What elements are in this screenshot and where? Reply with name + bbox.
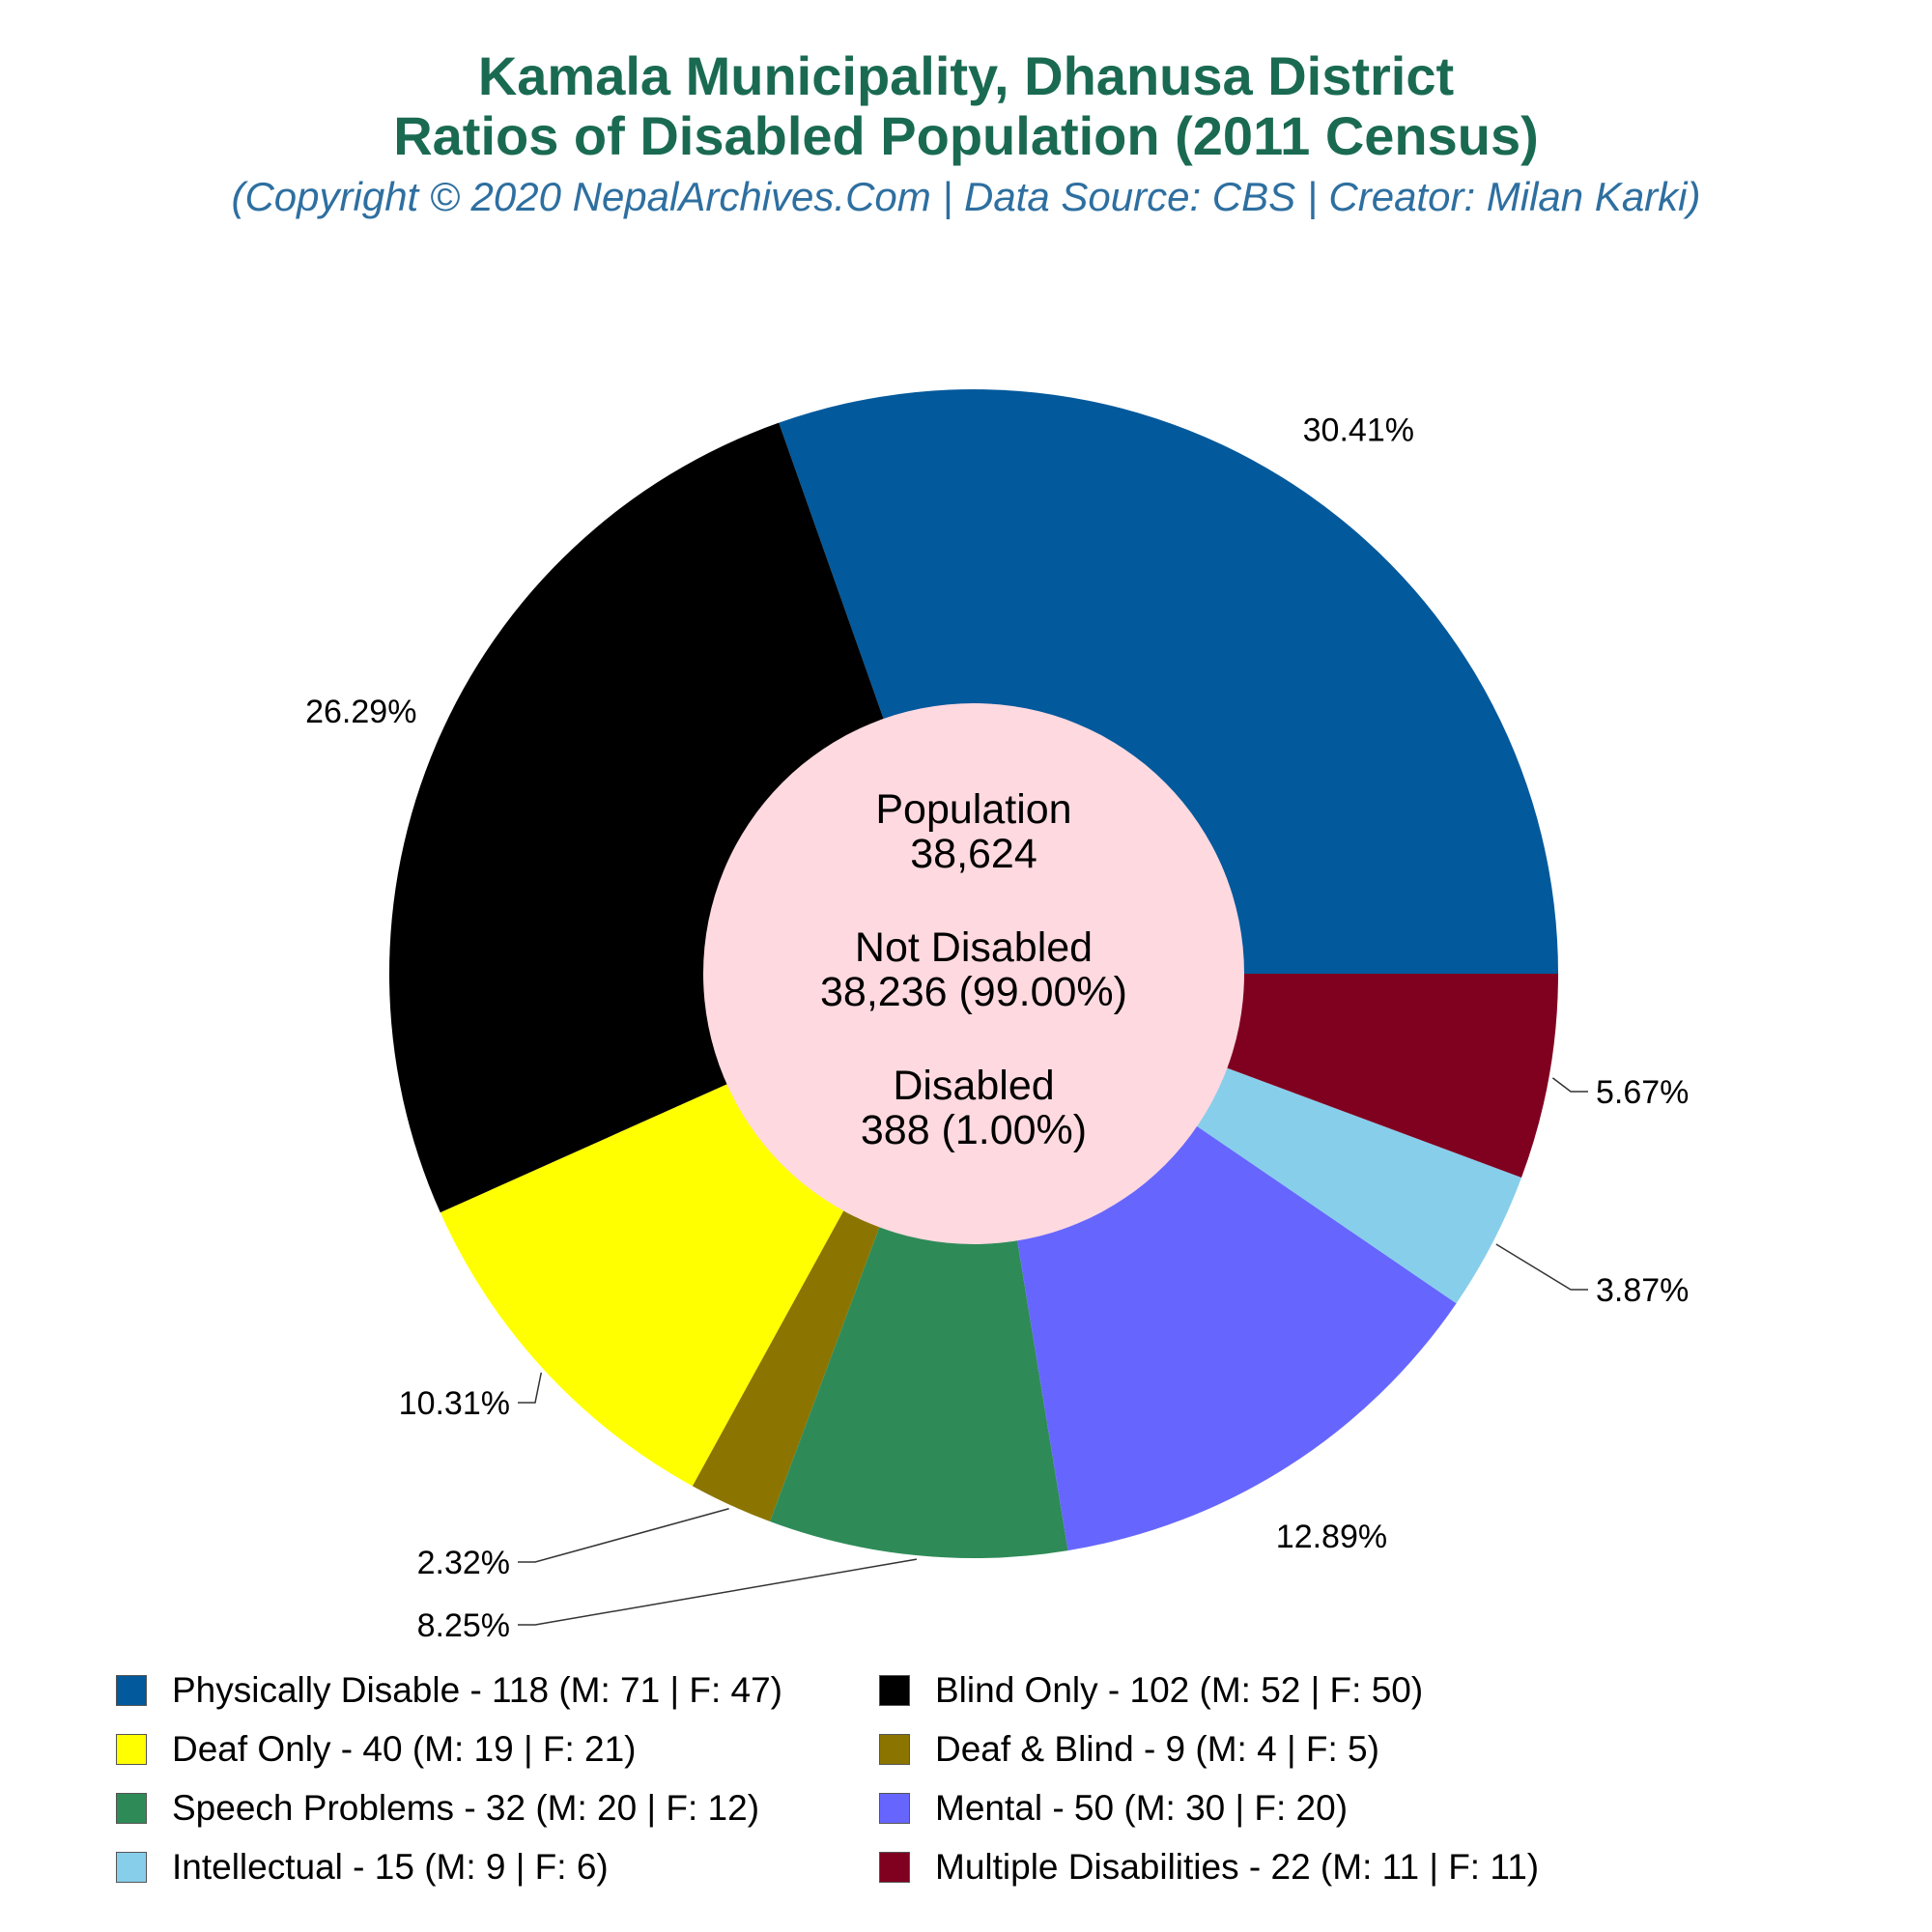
leader-lines-group (518, 1077, 1588, 1626)
pct-label-physically-disable: 30.41% (1303, 412, 1414, 449)
center-not-disabled-value: 38,236 (99.00%) (820, 969, 1127, 1015)
legend-item-physically-disable: Physically Disable - 118 (M: 71 | F: 47) (116, 1670, 879, 1710)
percent-labels-group: 30.41% 26.29% 10.31% 2.32% 8.25% 12.89% 3.87% 5… (305, 412, 1689, 1644)
legend-item-deaf-and-blind: Deaf & Blind - 9 (M: 4 | F: 5) (879, 1729, 1652, 1769)
legend-label: Deaf & Blind - 9 (M: 4 | F: 5) (935, 1729, 1379, 1769)
leader-line-multiple-disabilities (1551, 1077, 1588, 1093)
center-not-disabled-label: Not Disabled (855, 924, 1093, 971)
legend-label: Physically Disable - 118 (M: 71 | F: 47) (172, 1670, 782, 1710)
legend-swatch (879, 1852, 910, 1883)
pct-label-mental: 12.89% (1276, 1519, 1387, 1555)
legend-item-mental: Mental - 50 (M: 30 | F: 20) (879, 1788, 1652, 1828)
legend-item-intellectual: Intellectual - 15 (M: 9 | F: 6) (116, 1847, 879, 1887)
pct-label-deaf-only: 10.31% (399, 1385, 510, 1422)
legend-item-blind-only: Blind Only - 102 (M: 52 | F: 50) (879, 1670, 1652, 1710)
leader-line-deaf-only (518, 1372, 543, 1404)
pct-label-deaf-and-blind: 2.32% (417, 1545, 510, 1581)
legend-swatch (879, 1793, 910, 1824)
chart-title-line1: Kamala Municipality, Dhanusa District (477, 45, 1455, 106)
legend-swatch (116, 1793, 147, 1824)
legend-swatch (116, 1675, 147, 1706)
pct-label-multiple-disabilities: 5.67% (1596, 1074, 1689, 1111)
chart-title-line2: Ratios of Disabled Population (2011 Cens… (393, 105, 1539, 166)
pct-label-intellectual: 3.87% (1596, 1272, 1689, 1309)
center-disabled-value: 388 (1.00%) (861, 1107, 1087, 1153)
legend-label: Blind Only - 102 (M: 52 | F: 50) (935, 1670, 1424, 1710)
pct-label-speech-problems: 8.25% (417, 1607, 510, 1644)
legend-label: Mental - 50 (M: 30 | F: 20) (935, 1788, 1349, 1828)
legend-swatch (116, 1852, 147, 1883)
donut-center (703, 703, 1244, 1244)
legend-label: Intellectual - 15 (M: 9 | F: 6) (172, 1847, 609, 1887)
legend: Physically Disable - 118 (M: 71 | F: 47)… (116, 1670, 1855, 1887)
legend-label: Multiple Disabilities - 22 (M: 11 | F: 1… (935, 1847, 1540, 1887)
legend-swatch (879, 1734, 910, 1765)
legend-item-speech-problems: Speech Problems - 32 (M: 20 | F: 12) (116, 1788, 879, 1828)
leader-line-speech-problems (518, 1558, 918, 1626)
center-disabled-label: Disabled (893, 1063, 1054, 1109)
legend-label: Deaf Only - 40 (M: 19 | F: 21) (172, 1729, 637, 1769)
legend-item-multiple-disabilities: Multiple Disabilities - 22 (M: 11 | F: 1… (879, 1847, 1652, 1887)
chart-subtitle: (Copyright © 2020 NepalArchives.Com | Da… (231, 174, 1701, 219)
center-population-label: Population (875, 786, 1071, 833)
leader-line-intellectual (1495, 1243, 1588, 1291)
legend-item-deaf-only: Deaf Only - 40 (M: 19 | F: 21) (116, 1729, 879, 1769)
legend-label: Speech Problems - 32 (M: 20 | F: 12) (172, 1788, 760, 1828)
leader-line-deaf-and-blind (518, 1508, 729, 1563)
legend-swatch (879, 1675, 910, 1706)
legend-swatch (116, 1734, 147, 1765)
pct-label-blind-only: 26.29% (305, 694, 416, 730)
center-population-value: 38,624 (910, 831, 1037, 877)
